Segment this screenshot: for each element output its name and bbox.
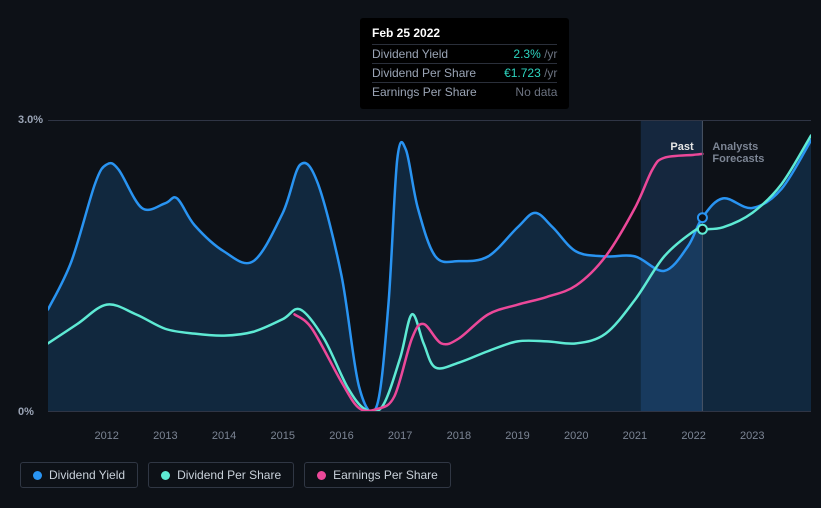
- legend-dot-icon: [33, 471, 42, 480]
- legend: Dividend Yield Dividend Per Share Earnings…: [20, 462, 451, 488]
- legend-item[interactable]: Dividend Yield: [20, 462, 138, 488]
- plot-area[interactable]: Past Analysts Forecasts: [48, 120, 811, 412]
- tooltip-label: Dividend Per Share: [372, 66, 476, 80]
- tooltip-value: €1.723 /yr: [504, 66, 557, 80]
- x-axis-tick: 2012: [94, 430, 118, 442]
- x-axis-tick: 2022: [681, 430, 705, 442]
- chart-tooltip: Feb 25 2022 Dividend Yield2.3% /yrDivide…: [360, 18, 569, 109]
- legend-dot-icon: [317, 471, 326, 480]
- tooltip-label: Dividend Yield: [372, 47, 448, 61]
- tooltip-row: Dividend Per Share €1.723 /yr: [372, 63, 557, 82]
- past-label: Past: [670, 141, 693, 153]
- x-axis-tick: 2019: [505, 430, 529, 442]
- legend-dot-icon: [161, 471, 170, 480]
- x-axis-tick: 2018: [447, 430, 471, 442]
- x-axis-tick: 2017: [388, 430, 412, 442]
- tooltip-row: Earnings Per Share No data: [372, 82, 557, 101]
- tooltip-row: Dividend Yield 2.3% /yr: [372, 44, 557, 63]
- x-axis-tick: 2013: [153, 430, 177, 442]
- legend-label: Dividend Per Share: [177, 468, 281, 482]
- x-axis-tick: 2016: [329, 430, 353, 442]
- chart-svg: [48, 121, 811, 411]
- chart-container: 3.0% 0% Past Analysts Forecasts: [20, 108, 811, 420]
- legend-item[interactable]: Earnings Per Share: [304, 462, 451, 488]
- x-axis-tick: 2014: [212, 430, 236, 442]
- y-axis-label: 0%: [18, 406, 34, 418]
- x-axis-tick: 2015: [271, 430, 295, 442]
- tooltip-value: 2.3% /yr: [513, 47, 557, 61]
- tooltip-label: Earnings Per Share: [372, 85, 477, 99]
- tooltip-date: Feb 25 2022: [372, 26, 557, 40]
- y-axis-label: 3.0%: [18, 114, 43, 126]
- legend-label: Earnings Per Share: [333, 468, 438, 482]
- x-axis: 2012 2013 2014 2015 2016 2017 2018 2019 2020 2021…: [48, 430, 811, 446]
- x-axis-tick: 2023: [740, 430, 764, 442]
- tooltip-value: No data: [515, 85, 557, 99]
- legend-item[interactable]: Dividend Per Share: [148, 462, 294, 488]
- forecast-label: Analysts Forecasts: [712, 141, 811, 165]
- legend-label: Dividend Yield: [49, 468, 125, 482]
- x-axis-tick: 2020: [564, 430, 588, 442]
- x-axis-tick: 2021: [623, 430, 647, 442]
